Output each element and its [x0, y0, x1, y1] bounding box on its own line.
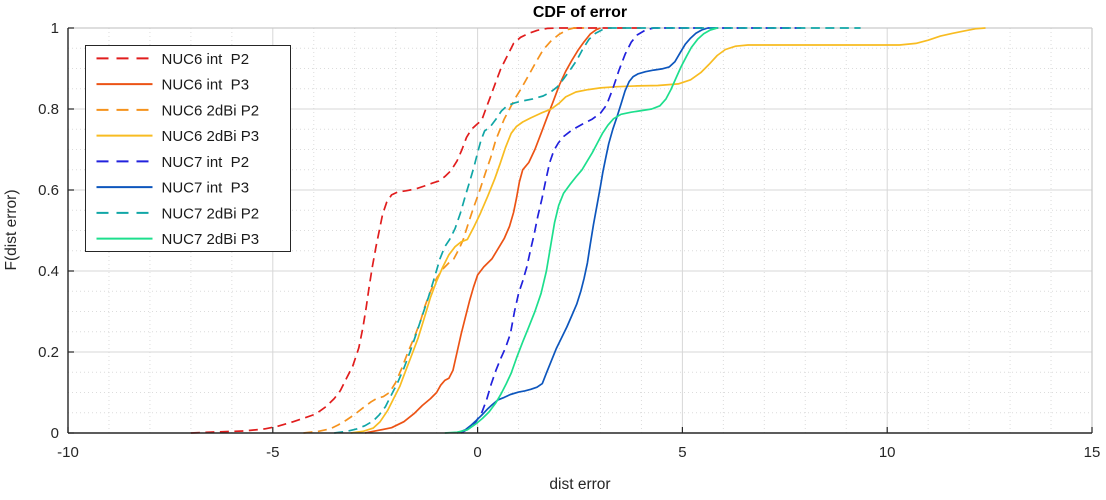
- legend-item: NUC6 int P2: [96, 51, 250, 68]
- legend-item-label: NUC7 int P2: [162, 154, 250, 171]
- x-tick-label: -10: [57, 444, 79, 461]
- y-tick-label: 0.6: [38, 182, 59, 199]
- legend-item: NUC7 2dBi P2: [96, 205, 260, 222]
- legend-item-label: NUC7 2dBi P2: [162, 205, 260, 222]
- x-tick-label: 10: [879, 444, 896, 461]
- series-line-5: [460, 27, 802, 434]
- series-line-3: [303, 27, 585, 434]
- series-line-7: [334, 27, 861, 434]
- x-axis-label: dist error: [549, 476, 610, 493]
- legend-item: NUC7 2dBi P3: [96, 231, 260, 248]
- y-axis-label: F(dist error): [3, 190, 20, 271]
- legend-item: NUC7 int P2: [96, 154, 250, 171]
- series-line-6: [456, 27, 709, 434]
- series-line-8: [444, 27, 718, 434]
- y-tick-label: 0: [51, 425, 59, 442]
- x-tick-label: 0: [473, 444, 481, 461]
- legend-item-label: NUC6 2dBi P3: [162, 128, 260, 145]
- legend-item-label: NUC7 2dBi P3: [162, 231, 260, 248]
- legend-item: NUC6 2dBi P3: [96, 128, 260, 145]
- legend-box: [85, 45, 291, 252]
- legend-item: NUC6 int P3: [96, 77, 250, 94]
- y-tick-label: 1: [51, 20, 59, 37]
- x-tick-label: 15: [1084, 444, 1101, 461]
- x-tick-label: -5: [266, 444, 279, 461]
- y-tick-label: 0.8: [38, 101, 59, 118]
- legend-item-label: NUC6 int P3: [162, 77, 250, 94]
- legend-item-label: NUC6 int P2: [162, 51, 250, 68]
- series-line-2: [364, 27, 601, 434]
- chart-title: CDF of error: [533, 4, 627, 21]
- legend-item-label: NUC6 2dBi P2: [162, 102, 260, 119]
- legend-item: NUC7 int P3: [96, 180, 250, 197]
- legend-item-label: NUC7 int P3: [162, 180, 250, 197]
- legend: NUC6 int P2 NUC6 int P3 NUC6 2dBi P2 NUC6 2…: [85, 45, 291, 252]
- y-tick-label: 0.4: [38, 263, 59, 280]
- series-line-1: [190, 27, 642, 434]
- x-tick-label: 5: [678, 444, 686, 461]
- legend-item: NUC6 2dBi P2: [96, 102, 260, 119]
- series-line-4: [350, 27, 986, 434]
- y-tick-label: 0.2: [38, 344, 59, 361]
